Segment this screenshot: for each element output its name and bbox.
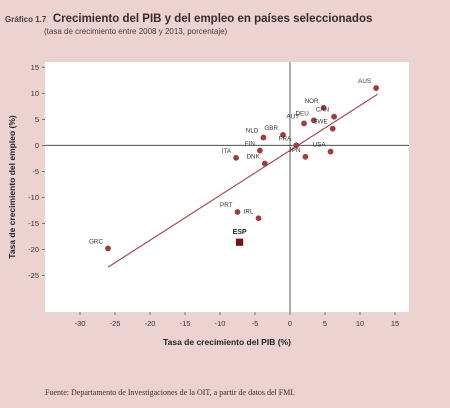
y-tick-label: -20: [28, 245, 39, 254]
data-point-deu: [310, 117, 317, 124]
data-point-usa: [327, 148, 334, 155]
y-axis-label: Tasa de crecimiento del empleo (%): [7, 115, 17, 259]
data-point-aus: [373, 85, 379, 91]
data-point-ita: [233, 154, 240, 161]
chart-title: Crecimiento del PIB y del empleo en país…: [52, 13, 373, 25]
point-label: PRT: [220, 202, 233, 209]
source-note: Fuente: Departamento de Investigaciones …: [45, 388, 295, 397]
highlight-label: ESP: [233, 229, 247, 236]
y-tick-label: 5: [35, 115, 39, 124]
point-label: FIN: [245, 141, 256, 148]
point-label: FRA: [279, 135, 292, 142]
trend-line: [107, 93, 378, 268]
data-point-dnk: [261, 160, 268, 167]
data-point-can: [331, 113, 337, 120]
point-label: SWE: [313, 119, 327, 126]
point-label: JPN: [288, 147, 300, 154]
point-label: GRC: [89, 238, 103, 245]
plot-background: [45, 62, 409, 312]
data-point-irl: [255, 215, 262, 222]
x-tick-label: -25: [110, 319, 121, 328]
point-label: CAN: [316, 107, 330, 114]
x-tick-label: 10: [356, 319, 364, 328]
point-label: AUS: [358, 78, 371, 85]
chart-subtitle: (tasa de crecimiento entre 2008 y 2013, …: [44, 27, 228, 36]
x-tick-label: 15: [391, 319, 399, 328]
data-point-fin: [257, 147, 263, 154]
x-tick-label: 0: [288, 319, 292, 328]
data-point-aut: [301, 120, 307, 127]
point-label: IRL: [244, 208, 254, 215]
point-label: USA: [313, 142, 327, 149]
y-tick-label: -10: [28, 193, 39, 202]
point-label: GBR: [264, 125, 278, 132]
x-tick-label: 5: [323, 319, 327, 328]
chart-header: Gráfico 1.7 Crecimiento del PIB y del em…: [5, 9, 372, 27]
x-tick-label: -5: [252, 319, 259, 328]
data-point-grc: [105, 245, 111, 252]
point-label: DEU: [296, 110, 310, 117]
point-label: NLD: [246, 128, 259, 135]
y-tick-label: 10: [31, 89, 39, 98]
data-point-prt: [234, 209, 241, 215]
x-tick-label: -15: [180, 319, 191, 328]
point-label: DNK: [247, 154, 261, 161]
x-axis-label: Tasa de crecimiento del PIB (%): [163, 337, 291, 347]
y-tick-label: -15: [28, 219, 39, 228]
data-point-nor: [320, 104, 327, 111]
x-tick-label: -20: [145, 319, 156, 328]
y-tick-label: 15: [31, 63, 39, 72]
data-point-swe: [329, 125, 336, 132]
x-tick-label: -10: [215, 319, 226, 328]
point-label: ITA: [222, 148, 232, 155]
data-point-fra: [293, 142, 300, 149]
point-label: NOR: [305, 98, 319, 105]
data-point-nld: [260, 134, 267, 141]
data-point-gbr: [280, 132, 286, 138]
point-label: AUT: [286, 113, 299, 120]
y-tick-label: -25: [28, 271, 39, 280]
y-tick-label: 0: [35, 141, 39, 150]
data-point-jpn: [302, 153, 309, 160]
figure-number: Gráfico 1.7: [5, 15, 47, 24]
y-tick-label: -5: [32, 167, 39, 176]
x-tick-label: -30: [75, 319, 86, 328]
data-point-esp: [236, 238, 244, 246]
